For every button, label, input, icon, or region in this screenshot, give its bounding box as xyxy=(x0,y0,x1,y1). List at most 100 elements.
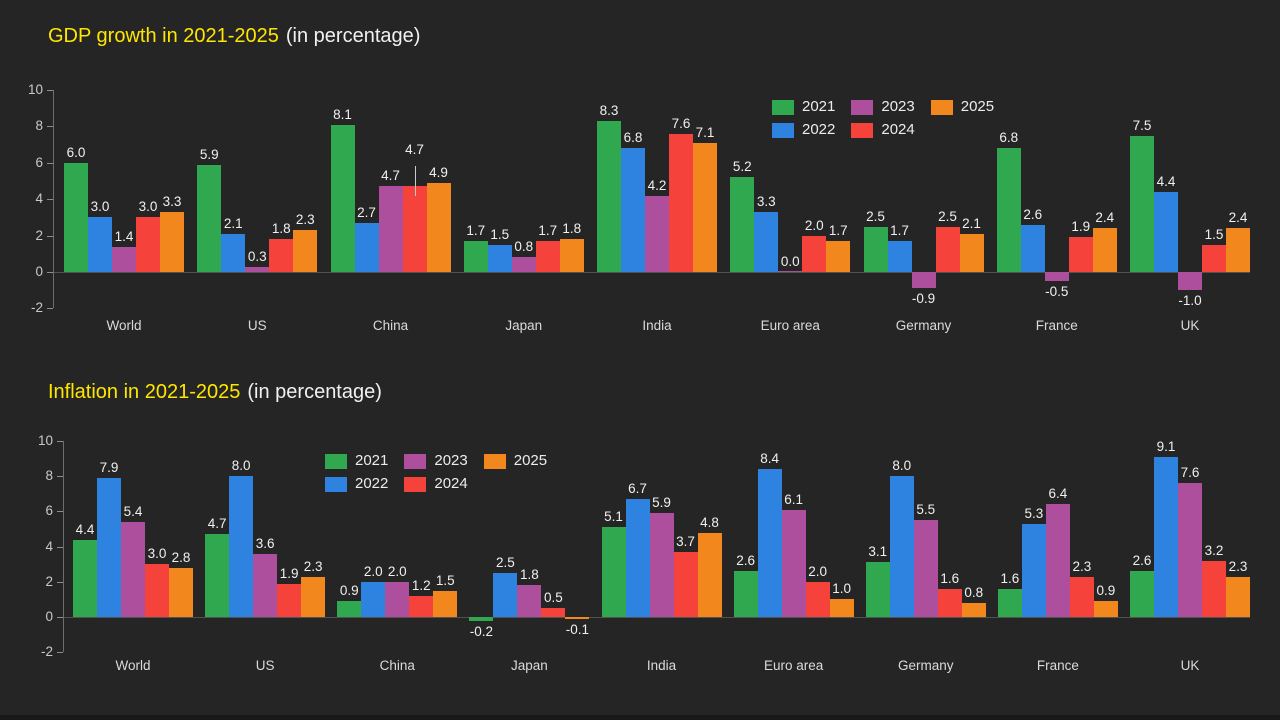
x-axis-zero-line xyxy=(64,617,1250,618)
category-axis: World US China Japan India Euro area Germany Fr… xyxy=(73,658,1250,673)
value-label: 1.7 xyxy=(536,223,560,239)
bar-2025-china xyxy=(433,590,458,617)
value-label: 6.8 xyxy=(997,130,1021,146)
value-label: 7.1 xyxy=(693,124,717,140)
legend-swatch-2023 xyxy=(851,99,874,115)
value-label: 7.5 xyxy=(1130,117,1154,133)
legend-column: 2025 xyxy=(930,99,994,138)
bar-2025-japan xyxy=(565,617,590,619)
category-label: India xyxy=(646,658,677,673)
value-label: 2.5 xyxy=(936,208,959,224)
bar-2024-germany xyxy=(937,588,962,617)
bar-2022-euro-area xyxy=(757,469,782,617)
value-label: 1.7 xyxy=(888,223,911,239)
bar-2021-china xyxy=(337,601,362,617)
value-label: 3.1 xyxy=(866,544,890,560)
bar-2021-india xyxy=(597,120,621,272)
bar-2025-euro-area xyxy=(826,241,851,272)
value-label: 8.3 xyxy=(597,102,621,118)
bar-2023-world xyxy=(121,521,145,617)
value-label: 2.7 xyxy=(355,204,378,220)
legend-label: 2023 xyxy=(881,98,915,115)
value-label: 1.7 xyxy=(464,223,488,239)
bar-group-china: 0.9 2.0 2.0 1.2 1.5 xyxy=(337,441,458,652)
value-label: 1.8 xyxy=(269,221,293,237)
legend-label: 2021 xyxy=(802,98,836,115)
bar-2021-uk xyxy=(1130,135,1154,272)
bar-2023-china xyxy=(385,581,410,617)
bar-2024-world xyxy=(145,564,169,617)
legend-item-2022: 2022 xyxy=(325,476,388,492)
y-axis-tick xyxy=(47,126,53,128)
bar-2024-us xyxy=(277,583,302,617)
bar-2021-india xyxy=(601,527,626,617)
value-label: -0.5 xyxy=(1043,284,1071,300)
y-axis-tick-label: 2 xyxy=(45,573,53,589)
legend-item-2024: 2024 xyxy=(404,475,468,492)
bar-group-world: 4.4 7.9 5.4 3.0 2.8 xyxy=(73,441,193,652)
y-axis-tick-label: 0 xyxy=(45,609,53,624)
value-label: 0.8 xyxy=(512,239,536,255)
value-callout-line xyxy=(414,166,416,197)
bar-2022-world xyxy=(97,477,121,617)
bar-groups: 6.0 3.0 1.4 3.0 3.3 5.9 2.1 0.3 1.8 2.3 8.1 2.7 4.7 4… xyxy=(64,90,1250,309)
bottom-bar xyxy=(0,715,1280,720)
bar-2021-germany xyxy=(865,562,890,617)
value-label: 3.6 xyxy=(253,535,277,551)
bar-2025-germany xyxy=(961,602,986,617)
value-label: -0.1 xyxy=(563,621,592,637)
bar-2024-japan xyxy=(535,241,560,272)
legend-column: 2021 2022 xyxy=(772,99,835,138)
bar-2023-france xyxy=(1045,504,1070,617)
chart-title: Inflation in 2021-2025 (in percentage) xyxy=(48,380,382,404)
chart-title-subtitle: (in percentage) xyxy=(247,381,382,403)
y-axis-tick xyxy=(57,476,63,478)
bar-2023-us xyxy=(245,266,270,272)
y-axis-tick xyxy=(57,617,63,618)
value-label: 1.5 xyxy=(433,572,457,588)
bar-group-uk: 7.5 4.4 -1.0 1.5 2.4 xyxy=(1130,90,1250,309)
bar-2022-uk xyxy=(1154,191,1178,272)
y-axis-tick-label: 10 xyxy=(27,82,43,97)
category-label: India xyxy=(642,318,672,333)
value-label: 0.0 xyxy=(778,254,802,269)
value-label: 8.4 xyxy=(758,451,782,467)
legend-label: 2024 xyxy=(434,475,468,492)
y-axis-tick xyxy=(47,235,53,237)
value-label: 5.2 xyxy=(730,159,754,175)
category-label: US xyxy=(255,658,275,673)
value-label: 2.6 xyxy=(1130,553,1154,569)
bar-2022-france xyxy=(1020,224,1045,272)
inflation-chart: Inflation in 2021-2025 (in percentage) 10… xyxy=(0,360,1280,720)
value-label: -0.9 xyxy=(909,291,938,307)
legend-item-2023: 2023 xyxy=(404,453,468,469)
bar-2023-china xyxy=(378,186,403,272)
value-label: 0.3 xyxy=(245,248,269,264)
y-axis-tick-label: 4 xyxy=(35,191,43,207)
legend-item-2021: 2021 xyxy=(772,99,835,115)
legend-swatch-2024 xyxy=(851,122,874,138)
value-label: 4.2 xyxy=(645,177,669,193)
value-label: 6.1 xyxy=(782,491,806,507)
bar-2025-germany xyxy=(959,233,984,272)
bar-2025-uk xyxy=(1226,228,1250,272)
category-label: Japan xyxy=(510,658,548,673)
bar-2021-us xyxy=(205,534,230,617)
bar-group-france: 6.8 2.6 -0.5 1.9 2.4 xyxy=(996,90,1117,308)
category-label: UK xyxy=(1180,318,1200,333)
gdp-growth-chart: GDP growth in 2021-2025 (in percentage) 1… xyxy=(27,25,1250,333)
value-label: 0.5 xyxy=(541,590,565,606)
bar-2021-france xyxy=(997,588,1022,617)
value-label: 1.5 xyxy=(1202,226,1226,242)
bar-2022-india xyxy=(625,499,650,617)
bar-2024-euro-area xyxy=(802,235,827,272)
bar-group-euro-area: 5.2 3.3 0.0 2.0 1.7 xyxy=(730,90,851,308)
category-label: Japan xyxy=(505,318,543,333)
bar-2023-us xyxy=(253,553,278,617)
category-label: Euro area xyxy=(763,658,824,673)
bar-2025-france xyxy=(1092,228,1117,272)
bar-2021-japan xyxy=(463,241,488,272)
chart-title-subtitle: (in percentage) xyxy=(285,25,421,47)
bar-2025-china xyxy=(426,182,451,272)
value-label: 0.9 xyxy=(337,583,361,599)
